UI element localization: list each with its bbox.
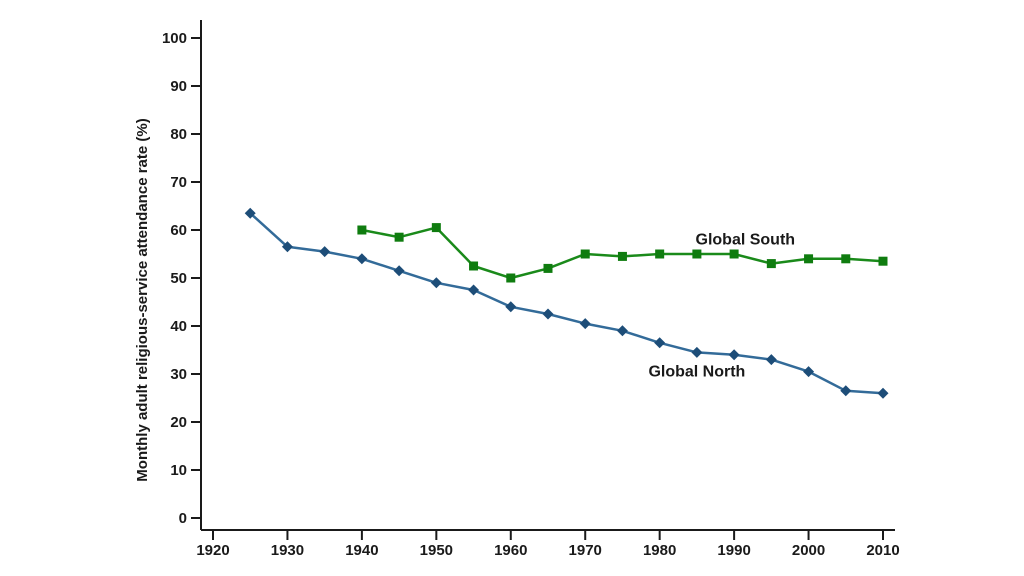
y-tick-label: 70 <box>170 174 187 191</box>
series-global-north-marker <box>803 366 815 378</box>
series-global-north-marker <box>654 337 666 349</box>
series-global-south-marker <box>431 223 441 233</box>
series-global-south-marker <box>580 249 590 259</box>
series-global-south <box>357 223 888 283</box>
series-global-south-marker <box>878 256 888 266</box>
series-global-south-marker <box>841 254 851 264</box>
series-global-north-marker <box>430 277 442 289</box>
x-tick-label: 1920 <box>196 542 229 559</box>
series-global-south-marker <box>729 249 739 259</box>
y-tick-label: 90 <box>170 78 187 95</box>
y-tick-label: 80 <box>170 126 187 143</box>
series-global-south-marker <box>692 249 702 259</box>
series-label-global-south: Global South <box>696 232 796 249</box>
series-global-south-marker <box>655 249 665 259</box>
series-global-north-marker <box>468 284 480 296</box>
series-global-north-marker <box>319 246 331 258</box>
series-label-global-north: Global North <box>648 364 745 381</box>
series-global-north-marker <box>542 308 554 320</box>
x-tick-label: 1980 <box>643 542 676 559</box>
series-global-south-marker <box>617 251 627 261</box>
x-tick-label: 1950 <box>420 542 453 559</box>
y-tick-label: 50 <box>170 270 187 287</box>
series-global-south-marker <box>394 232 404 242</box>
x-tick-label: 1990 <box>717 542 750 559</box>
series-global-south-marker <box>543 263 553 273</box>
y-tick-label: 60 <box>170 222 187 239</box>
series-global-south-marker <box>804 254 814 264</box>
series-global-south-marker <box>469 261 479 271</box>
series-global-north-marker <box>765 354 777 366</box>
series-global-north-marker <box>691 346 703 358</box>
series-global-north-marker <box>244 207 256 219</box>
series-global-north-marker <box>877 387 889 399</box>
y-tick-label: 30 <box>170 366 187 383</box>
y-tick-label: 0 <box>179 510 187 527</box>
y-tick-label: 10 <box>170 462 187 479</box>
y-axis-title: Monthly adult religious-service attendan… <box>134 118 151 481</box>
series-global-south-marker <box>766 259 776 269</box>
series-global-south-marker <box>357 225 367 235</box>
x-tick-label: 1970 <box>569 542 602 559</box>
series-global-north-marker <box>840 385 852 397</box>
x-tick-label: 2010 <box>866 542 899 559</box>
series-global-north-marker <box>281 241 293 253</box>
series-global-north-line <box>248 211 885 395</box>
series-global-north <box>244 207 889 399</box>
y-tick-label: 20 <box>170 414 187 431</box>
y-tick-label: 40 <box>170 318 187 335</box>
x-tick-label: 1930 <box>271 542 304 559</box>
series-global-south-marker <box>506 273 516 283</box>
series-global-north-marker <box>616 325 628 337</box>
y-tick-label: 100 <box>162 30 187 47</box>
series-global-north-marker <box>356 253 368 265</box>
x-tick-label: 2000 <box>792 542 825 559</box>
series-global-north-marker <box>393 265 405 277</box>
x-tick-label: 1940 <box>345 542 378 559</box>
series-global-north-marker <box>579 318 591 330</box>
series-global-north-marker <box>728 349 740 361</box>
series-global-north-marker <box>505 301 517 313</box>
x-tick-label: 1960 <box>494 542 527 559</box>
